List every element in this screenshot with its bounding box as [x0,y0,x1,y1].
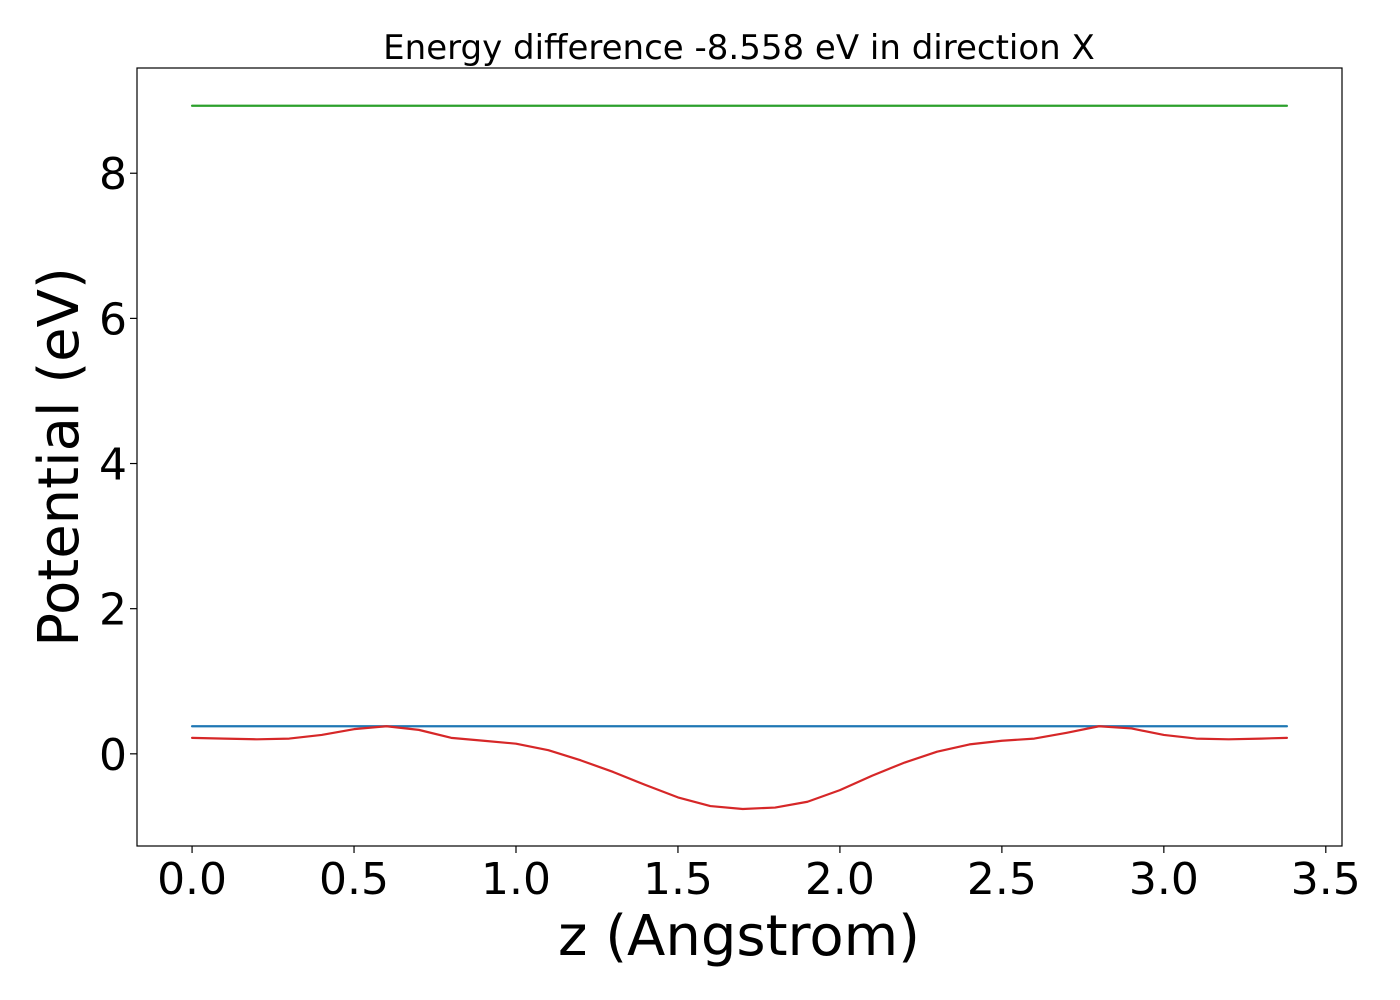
red-potential-line [190,725,1289,811]
x-tick-label: 3.0 [1129,854,1199,905]
axes-frame [136,67,1343,847]
x-tick-label: 0.5 [319,854,389,905]
chart-title: Energy difference -8.558 eV in direction… [383,28,1095,68]
x-tick-label: 2.5 [967,854,1037,905]
x-tick-label: 2.0 [805,854,875,905]
y-axis-label: Potential (eV) [27,267,92,647]
x-tick-label: 0.0 [157,854,227,905]
x-tick-label: 1.5 [643,854,713,905]
y-tick-label: 6 [99,294,127,345]
x-axis-label: z (Angstrom) [558,904,920,969]
x-tick-label: 1.0 [481,854,551,905]
y-axis: 0 2 4 6 8 [99,149,137,781]
plot-area [190,104,1289,811]
x-tick-label: 3.5 [1291,854,1361,905]
x-axis: 0.0 0.5 1.0 1.5 2.0 2.5 3.0 3.5 [157,846,1361,905]
y-tick-label: 4 [99,440,127,491]
y-tick-label: 2 [99,585,127,636]
y-tick-label: 8 [99,149,127,200]
y-tick-label: 0 [99,730,127,781]
